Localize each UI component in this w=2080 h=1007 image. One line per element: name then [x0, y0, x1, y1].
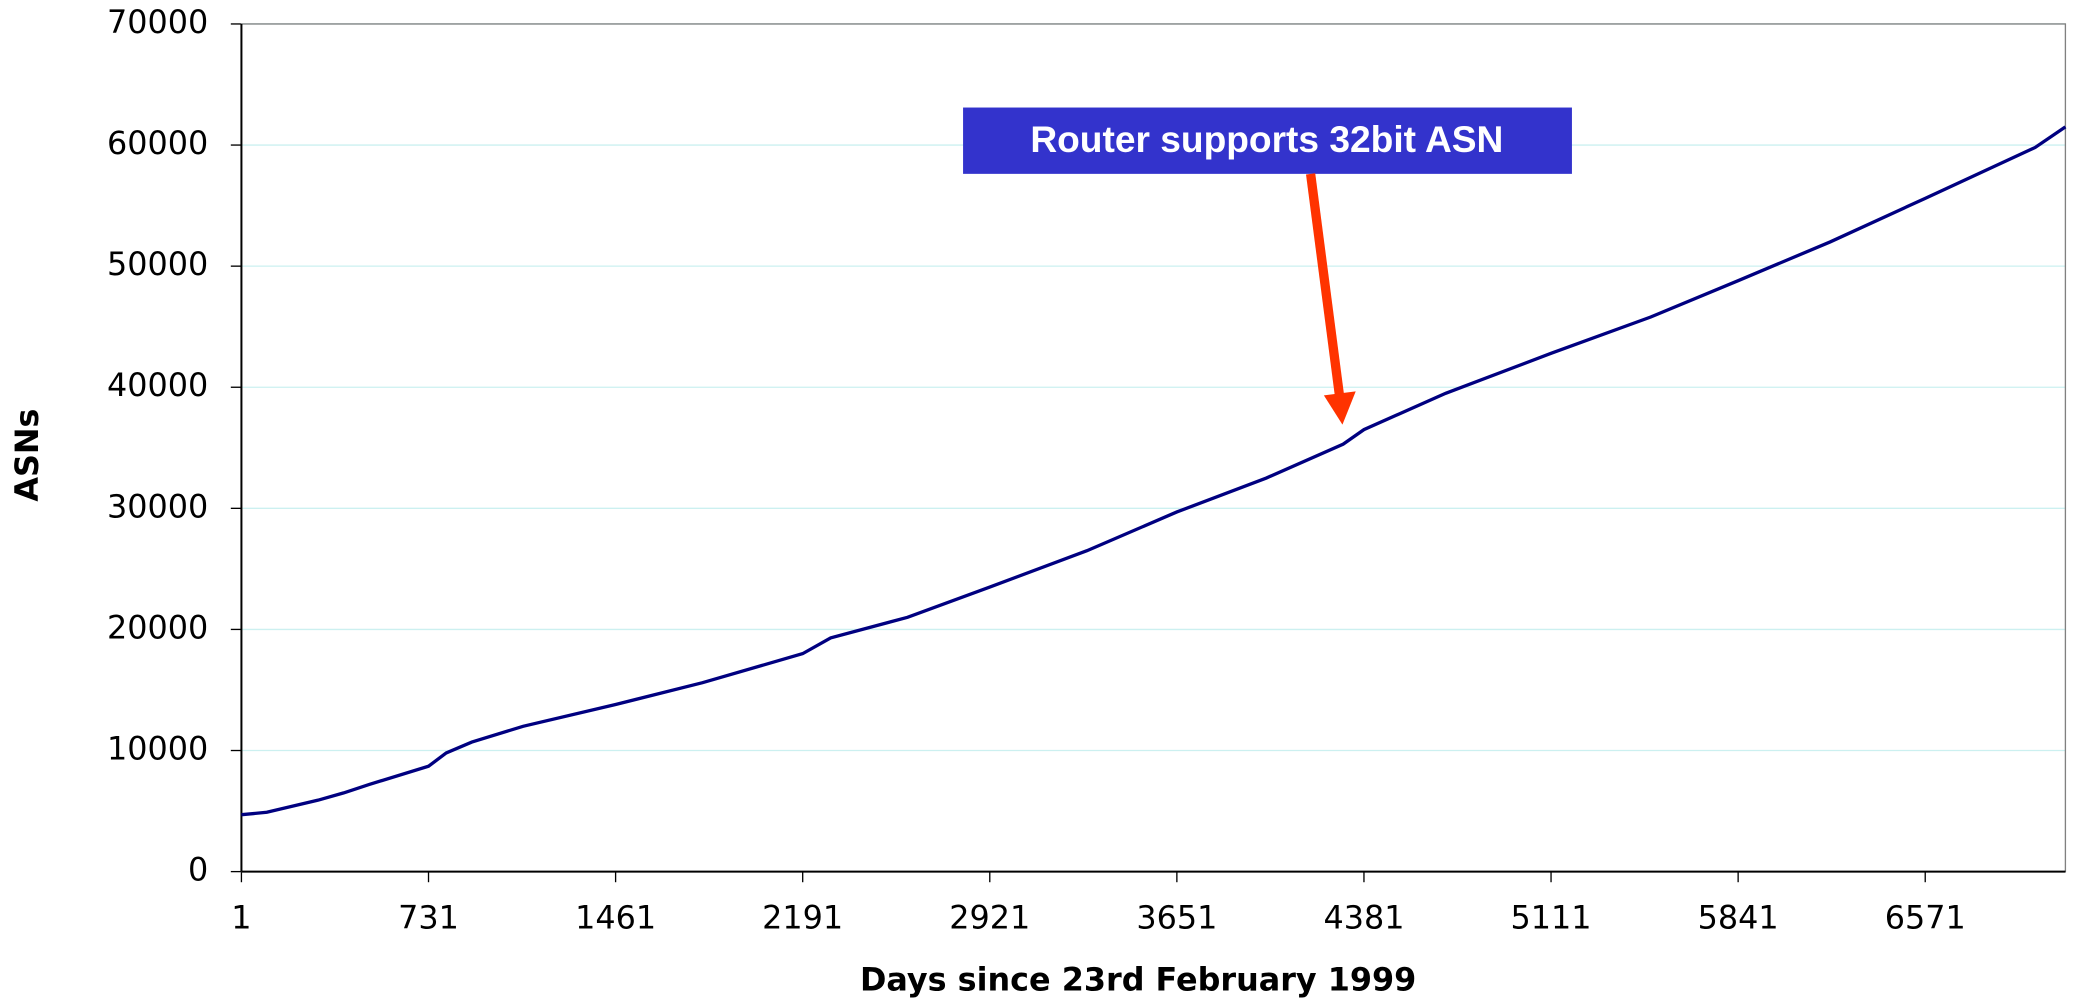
y-axis-label: ASNs	[8, 409, 46, 502]
y-tick-label: 20000	[107, 608, 208, 646]
y-tick-label: 30000	[107, 487, 208, 525]
annotation-box	[963, 107, 1572, 174]
x-tick-label: 6571	[1885, 898, 1966, 936]
x-tick-label: 4381	[1323, 898, 1404, 936]
y-tick-label: 0	[188, 851, 208, 889]
y-tick-label: 10000	[107, 730, 208, 768]
x-tick-label: 1	[231, 898, 251, 936]
x-axis-label: Days since 23rd February 1999	[860, 961, 1416, 999]
y-tick-label: 60000	[107, 124, 208, 162]
y-tick-label: 70000	[107, 3, 208, 41]
x-tick-label: 731	[398, 898, 459, 936]
x-tick-label: 2921	[949, 898, 1030, 936]
x-tick-label: 3651	[1136, 898, 1217, 936]
x-tick-label: 5841	[1698, 898, 1779, 936]
x-tick-label: 2191	[762, 898, 843, 936]
x-tick-label: 1461	[575, 898, 656, 936]
x-tick-label: 5111	[1511, 898, 1592, 936]
y-tick-label: 40000	[107, 366, 208, 404]
annotation-arrowhead	[1323, 391, 1356, 425]
annotation-arrow	[1306, 173, 1345, 399]
data-line	[241, 125, 2067, 817]
annotation-text: Router supports 32bit ASN	[1030, 118, 1503, 160]
y-tick-label: 50000	[107, 245, 208, 283]
